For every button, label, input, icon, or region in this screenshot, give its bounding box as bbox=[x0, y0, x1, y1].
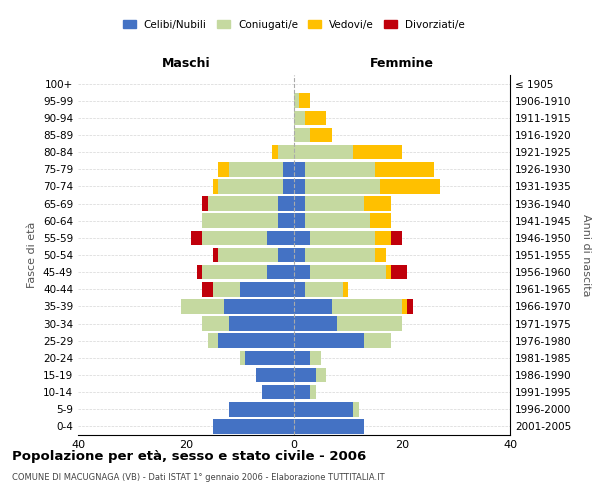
Bar bbox=[353, 145, 402, 160]
Bar bbox=[283, 162, 294, 176]
Bar bbox=[294, 385, 310, 400]
Bar bbox=[256, 368, 294, 382]
Bar bbox=[294, 265, 310, 280]
Bar bbox=[294, 334, 364, 348]
Bar bbox=[332, 299, 402, 314]
Bar bbox=[267, 230, 294, 245]
Bar bbox=[213, 179, 218, 194]
Bar bbox=[202, 316, 229, 331]
Bar bbox=[375, 230, 391, 245]
Bar bbox=[407, 299, 413, 314]
Bar bbox=[294, 110, 305, 125]
Bar bbox=[310, 385, 316, 400]
Bar bbox=[299, 94, 310, 108]
Bar bbox=[283, 179, 294, 194]
Bar bbox=[294, 145, 353, 160]
Bar bbox=[229, 162, 283, 176]
Bar bbox=[294, 230, 310, 245]
Bar bbox=[380, 179, 440, 194]
Bar bbox=[391, 230, 402, 245]
Bar bbox=[310, 230, 375, 245]
Y-axis label: Fasce di età: Fasce di età bbox=[28, 222, 37, 288]
Bar bbox=[267, 265, 294, 280]
Bar bbox=[305, 248, 375, 262]
Bar bbox=[316, 368, 326, 382]
Bar bbox=[213, 419, 294, 434]
Bar bbox=[310, 350, 321, 365]
Bar bbox=[305, 214, 370, 228]
Bar bbox=[310, 265, 386, 280]
Text: COMUNE DI MACUGNAGA (VB) - Dati ISTAT 1° gennaio 2006 - Elaborazione TUTTITALIA.: COMUNE DI MACUGNAGA (VB) - Dati ISTAT 1°… bbox=[12, 472, 385, 482]
Bar bbox=[375, 248, 386, 262]
Bar bbox=[202, 265, 267, 280]
Bar bbox=[218, 334, 294, 348]
Bar bbox=[294, 128, 310, 142]
Bar bbox=[294, 282, 305, 296]
Bar bbox=[240, 282, 294, 296]
Bar bbox=[305, 179, 380, 194]
Bar bbox=[294, 196, 305, 211]
Bar bbox=[310, 128, 332, 142]
Bar bbox=[386, 265, 391, 280]
Bar bbox=[229, 316, 294, 331]
Bar bbox=[294, 214, 305, 228]
Bar bbox=[202, 196, 208, 211]
Bar bbox=[294, 299, 332, 314]
Bar bbox=[294, 419, 364, 434]
Bar bbox=[229, 402, 294, 416]
Bar bbox=[278, 248, 294, 262]
Bar bbox=[294, 402, 353, 416]
Bar bbox=[294, 316, 337, 331]
Legend: Celibi/Nubili, Coniugati/e, Vedovi/e, Divorziati/e: Celibi/Nubili, Coniugati/e, Vedovi/e, Di… bbox=[119, 16, 469, 34]
Bar bbox=[240, 350, 245, 365]
Bar bbox=[202, 214, 278, 228]
Bar bbox=[370, 214, 391, 228]
Bar bbox=[343, 282, 348, 296]
Bar bbox=[218, 179, 283, 194]
Bar bbox=[224, 299, 294, 314]
Bar bbox=[245, 350, 294, 365]
Bar bbox=[294, 368, 316, 382]
Bar bbox=[272, 145, 278, 160]
Bar bbox=[294, 162, 305, 176]
Bar bbox=[197, 265, 202, 280]
Bar bbox=[202, 282, 213, 296]
Bar bbox=[305, 196, 364, 211]
Bar bbox=[262, 385, 294, 400]
Bar bbox=[278, 214, 294, 228]
Bar bbox=[213, 282, 240, 296]
Bar bbox=[278, 196, 294, 211]
Bar bbox=[305, 282, 343, 296]
Bar bbox=[294, 248, 305, 262]
Bar bbox=[294, 350, 310, 365]
Y-axis label: Anni di nascita: Anni di nascita bbox=[581, 214, 591, 296]
Bar bbox=[375, 162, 434, 176]
Bar bbox=[202, 230, 267, 245]
Bar bbox=[213, 248, 218, 262]
Bar bbox=[218, 248, 278, 262]
Bar bbox=[218, 162, 229, 176]
Bar bbox=[364, 196, 391, 211]
Bar bbox=[364, 334, 391, 348]
Bar bbox=[305, 162, 375, 176]
Bar bbox=[208, 196, 278, 211]
Bar bbox=[294, 94, 299, 108]
Bar bbox=[391, 265, 407, 280]
Bar bbox=[181, 299, 224, 314]
Bar bbox=[305, 110, 326, 125]
Bar bbox=[402, 299, 407, 314]
Text: Femmine: Femmine bbox=[370, 57, 434, 70]
Text: Maschi: Maschi bbox=[161, 57, 211, 70]
Bar bbox=[278, 145, 294, 160]
Bar bbox=[208, 334, 218, 348]
Bar bbox=[353, 402, 359, 416]
Bar bbox=[191, 230, 202, 245]
Bar bbox=[294, 179, 305, 194]
Text: Popolazione per età, sesso e stato civile - 2006: Popolazione per età, sesso e stato civil… bbox=[12, 450, 366, 463]
Bar bbox=[337, 316, 402, 331]
